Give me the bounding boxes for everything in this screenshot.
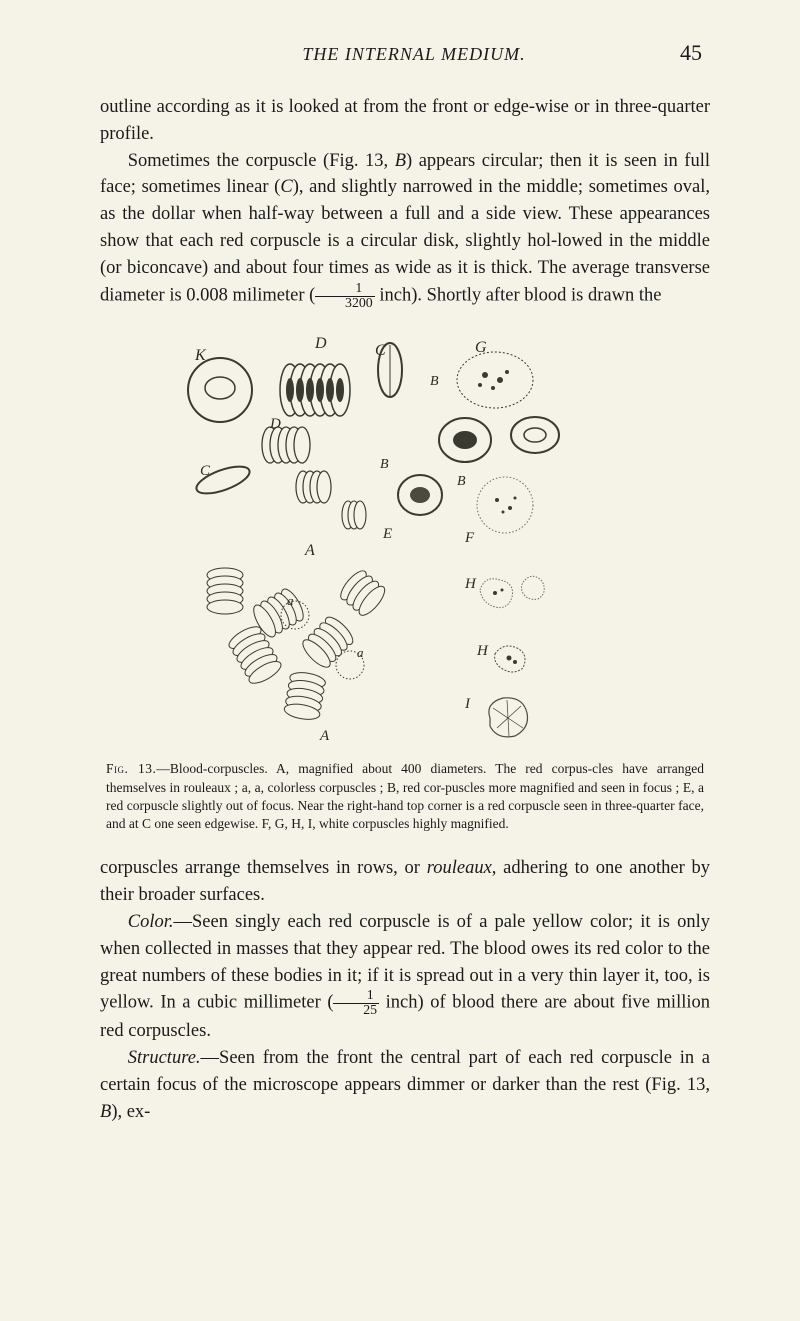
svg-text:H: H xyxy=(476,643,489,659)
svg-text:C: C xyxy=(375,342,386,359)
paragraph-4: Color.—Seen singly each red corpuscle is… xyxy=(100,909,710,1045)
svg-text:C: C xyxy=(200,463,211,479)
running-title: THE INTERNAL MEDIUM. xyxy=(148,44,680,65)
svg-text:A: A xyxy=(319,728,330,744)
header: THE INTERNAL MEDIUM. 45 xyxy=(100,40,710,66)
figure-container: K D C G B xyxy=(100,330,710,750)
svg-text:H: H xyxy=(464,576,477,592)
svg-text:F: F xyxy=(464,530,475,546)
svg-text:G: G xyxy=(475,339,487,356)
svg-text:a: a xyxy=(357,645,364,660)
svg-text:B: B xyxy=(430,374,439,389)
svg-text:B: B xyxy=(457,474,466,489)
svg-text:D: D xyxy=(314,335,327,352)
fraction-2: 125 xyxy=(333,989,379,1018)
page-number: 45 xyxy=(680,40,702,66)
paragraph-2: Sometimes the corpuscle (Fig. 13, B) app… xyxy=(100,148,710,311)
svg-text:I: I xyxy=(464,696,471,712)
svg-text:B: B xyxy=(380,457,389,472)
body-text-lower: corpuscles arrange themselves in rows, o… xyxy=(100,855,710,1125)
svg-text:A: A xyxy=(304,542,315,559)
svg-text:D: D xyxy=(269,416,281,432)
svg-text:a: a xyxy=(287,593,294,608)
paragraph-3: corpuscles arrange themselves in rows, o… xyxy=(100,855,710,909)
paragraph-1: outline according as it is looked at fro… xyxy=(100,94,710,148)
paragraph-5: Structure.—Seen from the front the centr… xyxy=(100,1045,710,1125)
figure-caption: Fig. 13.—Blood-corpuscles. A, magnified … xyxy=(100,760,710,833)
svg-text:E: E xyxy=(382,526,392,542)
body-text: outline according as it is looked at fro… xyxy=(100,94,710,310)
figure-13: K D C G B xyxy=(165,330,645,750)
svg-text:K: K xyxy=(194,347,207,364)
fraction-1: 13200 xyxy=(315,282,374,311)
